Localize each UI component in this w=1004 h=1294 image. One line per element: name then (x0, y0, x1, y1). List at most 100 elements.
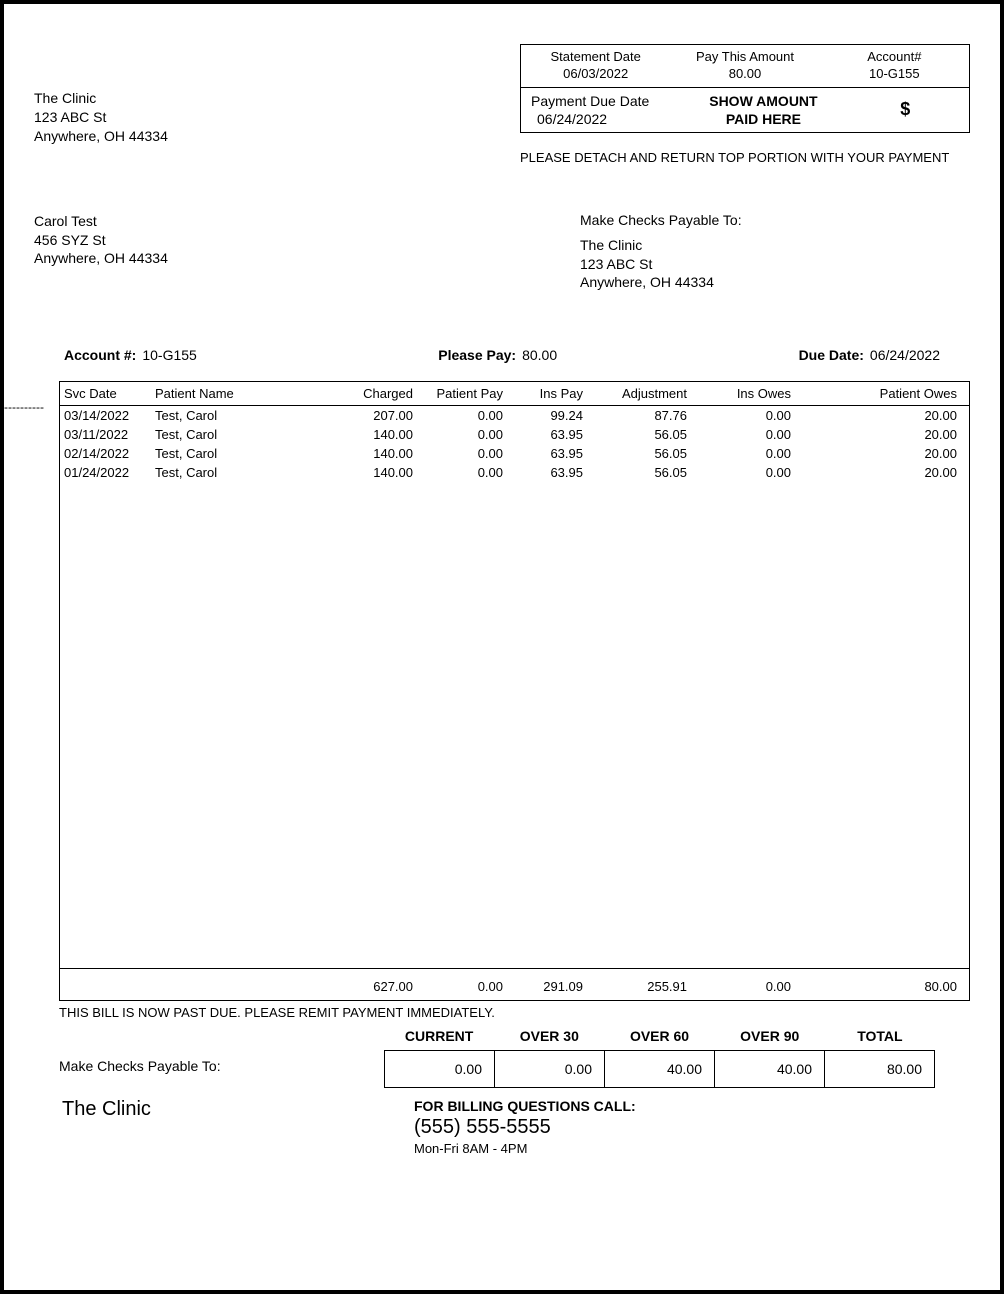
clinic-street: 123 ABC St (34, 108, 168, 127)
total-ins-owes: 0.00 (705, 979, 805, 994)
summary-bar: Account #: 10-G155 Please Pay: 80.00 Due… (34, 347, 970, 363)
patient-name: Carol Test (34, 212, 168, 231)
col-ins-pay: Ins Pay (515, 386, 595, 401)
cell-date: 03/11/2022 (60, 427, 145, 442)
aging-over60-value: 40.00 (604, 1051, 714, 1087)
summary-pay-value: 80.00 (522, 347, 557, 363)
footer-clinic-name: The Clinic (34, 1098, 414, 1156)
cell-patient-pay: 0.00 (425, 427, 515, 442)
cell-ins-pay: 63.95 (515, 427, 595, 442)
payment-due-date-label: Payment Due Date (531, 92, 675, 110)
total-patient-owes: 80.00 (805, 979, 969, 994)
detach-instruction: PLEASE DETACH AND RETURN TOP PORTION WIT… (520, 149, 970, 167)
col-adjustment: Adjustment (595, 386, 705, 401)
aging-current-value: 0.00 (384, 1051, 494, 1087)
total-patient-pay: 0.00 (425, 979, 515, 994)
cell-date: 03/14/2022 (60, 408, 145, 423)
aging-total-value: 80.00 (824, 1051, 935, 1087)
cell-name: Test, Carol (145, 465, 325, 480)
cell-patient-owes: 20.00 (805, 446, 969, 461)
ledger-totals-row: 627.00 0.00 291.09 255.91 0.00 80.00 (60, 973, 969, 1001)
show-amount-label-2: PAID HERE (691, 110, 835, 128)
clinic-name: The Clinic (34, 89, 168, 108)
tear-line: ---------- (4, 400, 44, 414)
cell-ins-owes: 0.00 (705, 465, 805, 480)
dollar-sign-icon: $ (842, 88, 969, 132)
cell-charged: 140.00 (325, 446, 425, 461)
cell-ins-pay: 63.95 (515, 446, 595, 461)
cell-patient-pay: 0.00 (425, 465, 515, 480)
cell-adjustment: 56.05 (595, 427, 705, 442)
col-svc-date: Svc Date (60, 386, 145, 401)
cell-patient-pay: 0.00 (425, 408, 515, 423)
bottom-payable-label: Make Checks Payable To: (59, 1058, 384, 1074)
clinic-address-block: The Clinic 123 ABC St Anywhere, OH 44334 (34, 89, 168, 167)
cell-date: 01/24/2022 (60, 465, 145, 480)
patient-street: 456 SYZ St (34, 231, 168, 250)
cell-ins-pay: 99.24 (515, 408, 595, 423)
cell-charged: 140.00 (325, 427, 425, 442)
statement-date-value: 06/03/2022 (527, 66, 664, 83)
billing-questions-label: FOR BILLING QUESTIONS CALL: (414, 1098, 970, 1114)
total-charged: 627.00 (325, 979, 425, 994)
payable-to-label: Make Checks Payable To: (580, 212, 970, 228)
ledger-row: 02/14/2022Test, Carol140.000.0063.9556.0… (60, 444, 969, 463)
cell-adjustment: 56.05 (595, 446, 705, 461)
past-due-notice: THIS BILL IS NOW PAST DUE. PLEASE REMIT … (59, 1005, 970, 1020)
col-charged: Charged (325, 386, 425, 401)
cell-ins-owes: 0.00 (705, 427, 805, 442)
clinic-citystate: Anywhere, OH 44334 (34, 127, 168, 146)
aging-headers: CURRENT OVER 30 OVER 60 OVER 90 TOTAL (384, 1028, 935, 1044)
account-number-value: 10-G155 (826, 66, 963, 83)
cell-ins-owes: 0.00 (705, 446, 805, 461)
cell-charged: 140.00 (325, 465, 425, 480)
ledger-row: 01/24/2022Test, Carol140.000.0063.9556.0… (60, 463, 969, 482)
total-adjustment: 255.91 (595, 979, 705, 994)
summary-due-label: Due Date: (799, 347, 864, 363)
col-patient-owes: Patient Owes (805, 386, 969, 401)
ledger-row: 03/14/2022Test, Carol207.000.0099.2487.7… (60, 406, 969, 425)
summary-account-value: 10-G155 (142, 347, 196, 363)
aging-over60-label: OVER 60 (604, 1028, 714, 1044)
payment-stub-table: Statement Date 06/03/2022 Pay This Amoun… (520, 44, 970, 133)
payment-due-date-value: 06/24/2022 (531, 110, 675, 128)
aging-values: 0.00 0.00 40.00 40.00 80.00 (384, 1050, 935, 1088)
summary-pay-label: Please Pay: (438, 347, 516, 363)
pay-amount-value: 80.00 (676, 66, 813, 83)
aging-total-label: TOTAL (825, 1028, 935, 1044)
cell-date: 02/14/2022 (60, 446, 145, 461)
cell-name: Test, Carol (145, 446, 325, 461)
cell-patient-owes: 20.00 (805, 427, 969, 442)
total-ins-pay: 291.09 (515, 979, 595, 994)
aging-over90-label: OVER 90 (715, 1028, 825, 1044)
patient-address-block: Carol Test 456 SYZ St Anywhere, OH 44334 (34, 212, 168, 293)
col-patient-pay: Patient Pay (425, 386, 515, 401)
cell-adjustment: 87.76 (595, 408, 705, 423)
billing-hours: Mon-Fri 8AM - 4PM (414, 1141, 970, 1156)
cell-charged: 207.00 (325, 408, 425, 423)
cell-name: Test, Carol (145, 427, 325, 442)
col-patient-name: Patient Name (145, 386, 325, 401)
account-number-label: Account# (826, 49, 963, 66)
pay-amount-label: Pay This Amount (676, 49, 813, 66)
billing-phone: (555) 555-5555 (414, 1116, 970, 1139)
aging-over90-value: 40.00 (714, 1051, 824, 1087)
patient-citystate: Anywhere, OH 44334 (34, 249, 168, 268)
payable-street: 123 ABC St (580, 255, 970, 274)
cell-name: Test, Carol (145, 408, 325, 423)
aging-over30-label: OVER 30 (494, 1028, 604, 1044)
cell-patient-pay: 0.00 (425, 446, 515, 461)
statement-date-label: Statement Date (527, 49, 664, 66)
aging-over30-value: 0.00 (494, 1051, 604, 1087)
ledger-row: 03/11/2022Test, Carol140.000.0063.9556.0… (60, 425, 969, 444)
ledger-separator (60, 968, 969, 969)
cell-patient-owes: 20.00 (805, 465, 969, 480)
aging-current-label: CURRENT (384, 1028, 494, 1044)
cell-ins-owes: 0.00 (705, 408, 805, 423)
cell-ins-pay: 63.95 (515, 465, 595, 480)
ledger-table: Svc Date Patient Name Charged Patient Pa… (59, 381, 970, 1001)
payable-name: The Clinic (580, 236, 970, 255)
cell-patient-owes: 20.00 (805, 408, 969, 423)
summary-due-value: 06/24/2022 (870, 347, 940, 363)
summary-account-label: Account #: (64, 347, 136, 363)
